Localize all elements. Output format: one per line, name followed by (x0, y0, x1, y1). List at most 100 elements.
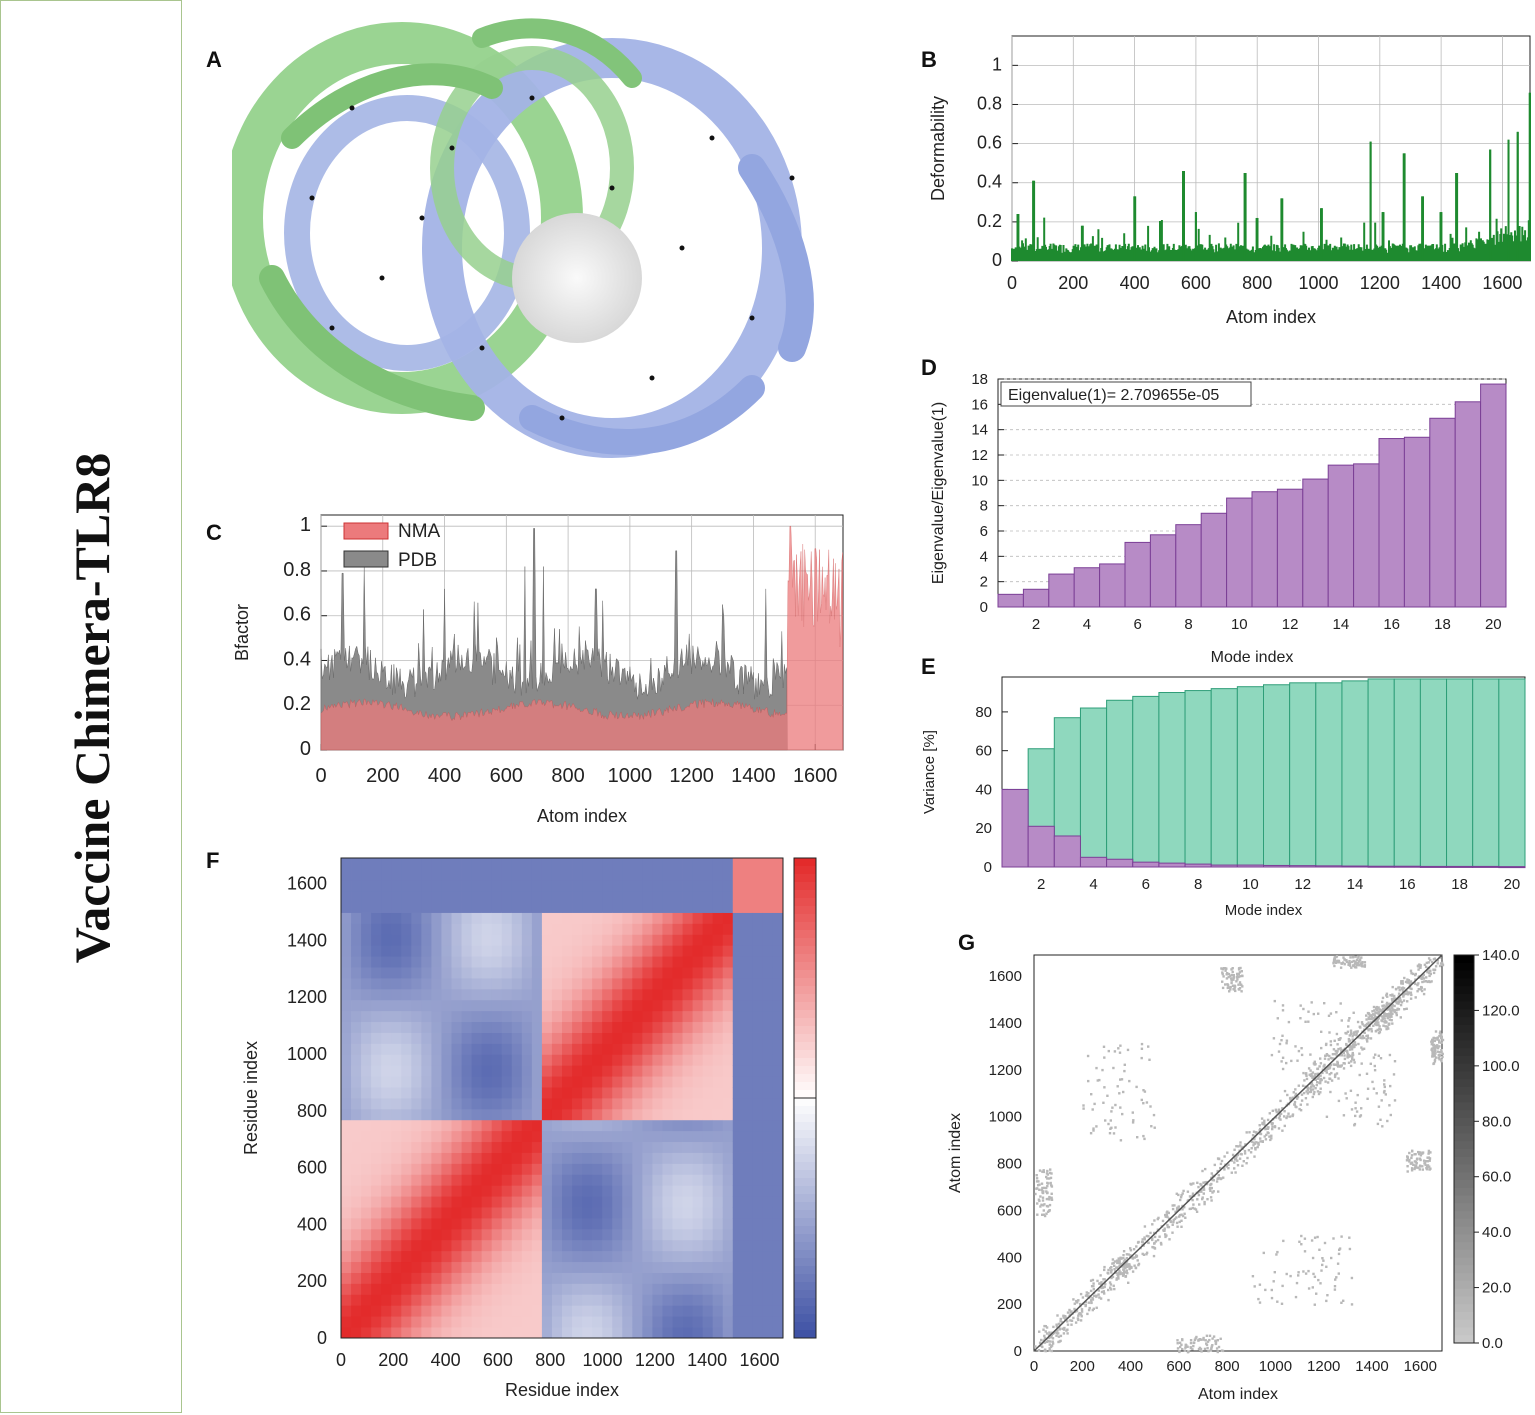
heatmap-cell (682, 934, 693, 946)
heatmap-cell (642, 1272, 653, 1284)
heatmap-cell (391, 1087, 402, 1099)
heatmap-cell (672, 1152, 683, 1164)
contact-point (1377, 1105, 1381, 1108)
contact-point (1209, 1183, 1212, 1186)
contact-point (1277, 1108, 1281, 1111)
heatmap-cell (491, 1130, 503, 1143)
contact-point (1431, 1041, 1434, 1044)
heatmap-cell (662, 1076, 673, 1088)
heatmap-cell (521, 923, 533, 935)
contact-point (1418, 1168, 1421, 1171)
heatmap-cell (582, 890, 593, 903)
contact-point (1332, 962, 1335, 965)
contact-point (1288, 1115, 1292, 1118)
heatmap-cell (662, 901, 673, 913)
heatmap-cell (732, 1261, 744, 1273)
contact-point (1414, 1161, 1418, 1164)
heatmap-cell (391, 1032, 402, 1044)
contact-point (1221, 972, 1224, 976)
contact-point (1391, 1022, 1394, 1025)
heatmap-cell (521, 1261, 533, 1273)
heatmap-cell (702, 1239, 714, 1252)
heatmap-cell (742, 1185, 754, 1197)
heatmap-cell (612, 1261, 623, 1273)
y-tick-label: 400 (997, 1249, 1022, 1266)
heatmap-cell (582, 1196, 593, 1208)
heatmap-cell (501, 978, 513, 990)
contact-point (1335, 1051, 1338, 1055)
heatmap-cell (752, 1316, 764, 1328)
heatmap-cell (531, 988, 543, 1001)
contact-point (1109, 1119, 1112, 1122)
heatmap-cell (682, 1261, 693, 1273)
heatmap-cell (602, 978, 613, 990)
y-axis-label: Eigenvalue/Eigenvalue(1) (930, 402, 947, 584)
heatmap-cell (602, 868, 613, 881)
heatmap-cell (582, 1272, 593, 1284)
heatmap-cell (632, 945, 643, 957)
heatmap-cell (541, 945, 553, 957)
heatmap-cell (401, 934, 412, 946)
heatmap-cell (401, 1196, 412, 1208)
contact-point (1430, 980, 1433, 983)
heatmap-cell (692, 1207, 704, 1219)
heatmap-cell (511, 879, 523, 892)
heatmap-cell (742, 923, 754, 935)
heatmap-cell (592, 1163, 603, 1175)
contact-point (1395, 1012, 1398, 1015)
heatmap-cell (672, 879, 683, 892)
contact-point (1313, 1303, 1316, 1306)
contact-point (1310, 1072, 1313, 1076)
heatmap-cell (612, 1228, 623, 1241)
contact-point (1317, 1075, 1320, 1078)
colorbar-cell (794, 930, 816, 939)
eigen-bar (1276, 488, 1304, 608)
eigen-bar (1480, 383, 1507, 608)
contact-point (1287, 1112, 1290, 1115)
heatmap-cell (662, 945, 673, 957)
heatmap-cell (622, 858, 633, 870)
contact-point (1182, 1189, 1185, 1193)
heatmap-cell (491, 1174, 503, 1186)
heatmap-cell (401, 923, 412, 935)
contact-point (1230, 1159, 1234, 1162)
contact-point (1334, 1278, 1337, 1281)
heatmap-cell (662, 1207, 673, 1219)
heatmap-cell (521, 1141, 533, 1153)
heatmap-cell (592, 858, 603, 870)
contact-point (1296, 1059, 1299, 1062)
contact-point (1431, 1055, 1434, 1058)
heatmap-cell (511, 923, 523, 935)
colorbar-cell (794, 994, 816, 1003)
y-tick-label: 200 (997, 1296, 1022, 1313)
contact-point (1414, 1164, 1418, 1167)
heatmap-cell (702, 988, 714, 1001)
contact-point (1283, 1115, 1286, 1118)
contact-point (1249, 1151, 1253, 1154)
contact-point (1414, 1166, 1418, 1169)
contact-point (1383, 1079, 1386, 1082)
contact-point (1378, 1028, 1381, 1031)
heatmap-cell (341, 1327, 352, 1339)
heatmap-cell (662, 1261, 673, 1273)
heatmap-cell (692, 1218, 704, 1230)
contact-point (1299, 1109, 1303, 1112)
panel-label-b: B (921, 47, 937, 72)
contact-point (1215, 1180, 1219, 1183)
heatmap-cell (471, 1250, 483, 1263)
contact-point (1381, 1015, 1384, 1018)
heatmap-cell (371, 988, 382, 1001)
contact-point (1117, 1275, 1120, 1278)
heatmap-cell (491, 1152, 503, 1164)
contact-point (1230, 973, 1234, 977)
contact-point (1096, 1279, 1099, 1283)
heatmap-cell (632, 868, 643, 881)
contact-point (1405, 990, 1408, 993)
heatmap-cell (401, 1218, 412, 1230)
heatmap-cell (622, 1250, 633, 1263)
contact-point (1193, 1338, 1197, 1341)
colorbar-cell (1454, 1319, 1474, 1328)
colorbar-cell (794, 1210, 816, 1219)
heatmap-cell (381, 923, 392, 935)
heatmap-cell (481, 999, 493, 1012)
